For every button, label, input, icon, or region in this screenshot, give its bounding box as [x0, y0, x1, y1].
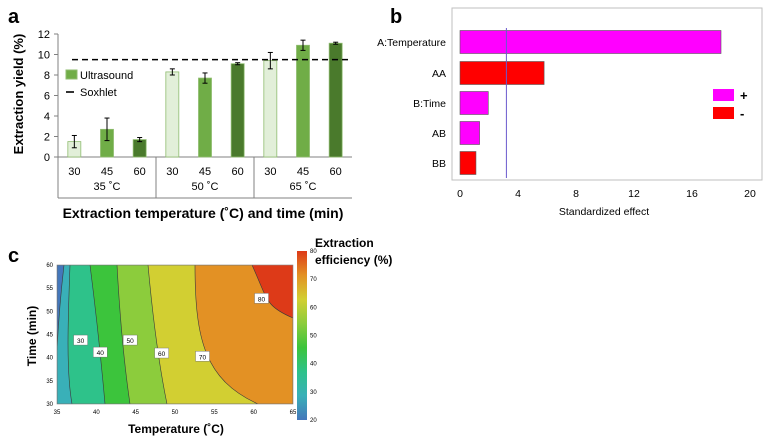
panel-c-ytick-label: 55	[46, 286, 53, 292]
panel-c-colorbar-tick-label: 30	[310, 390, 317, 396]
panel-b-xtick-label: 16	[686, 188, 698, 200]
panel-label-a: a	[8, 6, 20, 28]
panel-b-frame	[451, 7, 763, 181]
panel-a-time-label: 60	[330, 166, 342, 178]
panel-c-colorbar-tick-label: 20	[310, 418, 317, 424]
panel-a-time-label: 45	[199, 166, 211, 178]
panel-b-bar	[459, 61, 545, 85]
panel-c-contour-label: 50	[127, 338, 135, 345]
panel-b-xtick-label: 8	[573, 188, 579, 200]
panel-a-chart: Extraction yield (%) Extraction temperat…	[11, 29, 352, 221]
panel-b-xtick-label: 4	[515, 188, 521, 200]
panel-a-group-label: 65 ˚C	[290, 181, 317, 193]
panel-b-bar	[459, 91, 489, 115]
panel-c-ytick-label: 45	[46, 333, 53, 339]
panel-b-bar	[459, 30, 722, 54]
panel-b-category-label: AB	[432, 128, 446, 140]
panel-a-xlabel: Extraction temperature (˚C) and time (mi…	[63, 205, 344, 221]
panel-a-time-label: 30	[68, 166, 80, 178]
panel-a-ytick-label: 0	[44, 152, 50, 164]
panel-c-contour-label: 80	[258, 296, 266, 303]
panel-c-colorbar	[297, 251, 307, 420]
panel-c-xtick-label: 55	[211, 410, 218, 416]
panel-c-colorbar-tick-label: 50	[310, 334, 317, 340]
panel-a-ytick-label: 8	[44, 70, 50, 82]
panel-a-ytick-label: 6	[44, 91, 50, 103]
panel-c-colorbar-tick-label: 70	[310, 277, 317, 283]
panel-c-ylabel: Time (min)	[25, 306, 39, 366]
panel-c-ytick-label: 30	[46, 402, 53, 408]
panel-c-ytick-label: 40	[46, 356, 53, 362]
panel-c-contour-label-box	[122, 334, 138, 346]
panel-c-frame	[56, 264, 294, 405]
panel-b-xtick-label: 0	[457, 188, 463, 200]
panel-b-legend-label: -	[740, 106, 744, 121]
panel-a-group-label: 35 ˚C	[94, 181, 121, 193]
panel-a-ytick-label: 12	[38, 29, 50, 41]
panel-a-legend-box	[65, 69, 78, 80]
panel-a-ytick-label: 2	[44, 132, 50, 144]
panel-a-ytick-label: 10	[38, 50, 50, 62]
panel-b-chart: Standardized effect A:Temperature AA B:Tim…	[377, 7, 763, 218]
panel-label-b: b	[390, 6, 402, 28]
panel-a-time-label: 45	[297, 166, 309, 178]
panel-c-colorbar-tick-label: 60	[310, 305, 317, 311]
panel-b-legend-swatch	[713, 89, 734, 101]
panel-a-time-label: 60	[134, 166, 146, 178]
panel-c-contour-label-box	[73, 334, 88, 346]
panel-a-time-label: 45	[101, 166, 113, 178]
panel-a-time-label: 30	[264, 166, 276, 178]
panel-c-xtick-label: 45	[132, 410, 139, 416]
panel-c-ytick-label: 35	[46, 379, 53, 385]
panel-c-contour-label-box	[93, 346, 108, 358]
panel-c-contour-label: 40	[97, 350, 105, 357]
panel-c-xtick-label: 65	[290, 410, 297, 416]
panel-c-colorbar-tick-label: 80	[310, 249, 317, 255]
panel-a-time-label: 60	[232, 166, 244, 178]
panel-c-contour-label-box	[154, 347, 169, 359]
panel-c-contour-bands	[57, 265, 293, 404]
colorbar-title-line1: Extraction	[315, 236, 374, 250]
colorbar-title-line2: efficiency (%)	[315, 253, 392, 267]
panel-b-xlabel: Standardized effect	[559, 206, 649, 218]
panel-a-bar	[230, 63, 245, 158]
panel-c-xlabel: Temperature (˚C)	[128, 422, 224, 436]
panel-c-chart: Time (min) Temperature (˚C) Extraction e…	[25, 236, 392, 436]
panel-c-contour-label-box	[195, 351, 210, 362]
panel-b-category-label: AA	[432, 68, 446, 80]
panel-c-contour-label: 60	[158, 351, 166, 358]
panel-c-ytick-label: 60	[46, 263, 53, 269]
panel-a-legend-label: Ultrasound	[80, 70, 133, 82]
panel-c-ytick-label: 50	[46, 309, 53, 315]
panel-a-legend-label: Soxhlet	[80, 87, 117, 99]
panel-c-xtick-label: 40	[93, 410, 100, 416]
panel-b-category-label: BB	[432, 158, 446, 170]
panel-c-xtick-label: 35	[54, 410, 61, 416]
panel-a-bar	[263, 60, 278, 158]
panel-c-colorbar-tick-label: 40	[310, 362, 317, 368]
panel-b-bar	[459, 151, 477, 175]
panel-a-group-label: 50 ˚C	[192, 181, 219, 193]
panel-a-bar	[165, 71, 180, 158]
panel-c-xtick-label: 50	[172, 410, 179, 416]
panel-a-time-label: 30	[166, 166, 178, 178]
panel-b-legend-label: +	[740, 88, 748, 103]
panel-b-xtick-label: 12	[628, 188, 640, 200]
panel-b-category-label: B:Time	[413, 98, 446, 110]
panel-b-xtick-label: 20	[744, 188, 756, 200]
panel-a-bar	[198, 77, 212, 158]
panel-a-ytick-label: 4	[44, 111, 50, 123]
panel-a-bar	[132, 139, 147, 158]
panel-a-ylabel: Extraction yield (%)	[11, 34, 26, 155]
panel-c-contour-label: 70	[199, 354, 207, 361]
panel-b-bar	[459, 121, 480, 145]
panel-a-bar	[296, 44, 310, 158]
panel-c-contour-label-box	[254, 293, 269, 304]
panel-c-xtick-label: 60	[250, 410, 257, 416]
panel-b-legend-swatch	[713, 107, 734, 119]
panel-c-contour-label: 30	[77, 338, 85, 345]
panel-b-category-label: A:Temperature	[377, 37, 446, 49]
panel-label-c: c	[8, 245, 19, 267]
